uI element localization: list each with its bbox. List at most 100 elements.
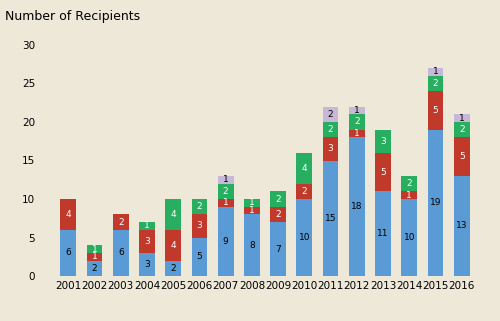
Text: 1: 1 bbox=[92, 252, 98, 261]
Text: 1: 1 bbox=[354, 106, 360, 115]
Bar bbox=[192, 238, 208, 276]
Text: 18: 18 bbox=[351, 202, 362, 211]
Text: 5: 5 bbox=[196, 252, 202, 261]
Text: 3: 3 bbox=[328, 144, 334, 153]
Bar bbox=[322, 122, 338, 137]
Bar bbox=[244, 214, 260, 276]
Bar bbox=[428, 68, 444, 76]
Text: 2: 2 bbox=[276, 195, 281, 204]
Text: 5: 5 bbox=[459, 152, 464, 161]
Bar bbox=[349, 130, 364, 137]
Bar bbox=[296, 184, 312, 199]
Bar bbox=[322, 107, 338, 122]
Bar bbox=[113, 214, 128, 230]
Text: 6: 6 bbox=[118, 248, 124, 257]
Text: 2: 2 bbox=[459, 125, 464, 134]
Bar bbox=[218, 184, 234, 199]
Text: 2: 2 bbox=[276, 210, 281, 219]
Bar bbox=[402, 199, 417, 276]
Text: 1: 1 bbox=[249, 206, 255, 215]
Bar bbox=[113, 230, 128, 276]
Bar bbox=[139, 230, 155, 253]
Text: 7: 7 bbox=[275, 245, 281, 254]
Bar bbox=[349, 114, 364, 130]
Text: 4: 4 bbox=[66, 210, 71, 219]
Text: 1: 1 bbox=[249, 198, 255, 207]
Bar bbox=[270, 191, 286, 207]
Text: 5: 5 bbox=[380, 168, 386, 177]
Text: 3: 3 bbox=[144, 237, 150, 246]
Bar bbox=[428, 130, 444, 276]
Text: 19: 19 bbox=[430, 198, 441, 207]
Bar bbox=[454, 122, 469, 137]
Bar bbox=[166, 230, 181, 261]
Bar bbox=[270, 207, 286, 222]
Text: 2: 2 bbox=[328, 125, 334, 134]
Text: 2: 2 bbox=[223, 187, 228, 196]
Bar bbox=[454, 114, 469, 122]
Text: 2: 2 bbox=[406, 179, 412, 188]
Text: 2: 2 bbox=[118, 218, 124, 227]
Bar bbox=[454, 137, 469, 176]
Bar bbox=[375, 153, 391, 191]
Bar bbox=[402, 176, 417, 191]
Text: 4: 4 bbox=[170, 210, 176, 219]
Bar bbox=[296, 199, 312, 276]
Bar bbox=[218, 199, 234, 207]
Text: 1: 1 bbox=[144, 221, 150, 230]
Bar bbox=[139, 253, 155, 276]
Bar bbox=[428, 76, 444, 91]
Text: 10: 10 bbox=[298, 233, 310, 242]
Text: 3: 3 bbox=[144, 260, 150, 269]
Text: 1: 1 bbox=[459, 114, 464, 123]
Text: 2: 2 bbox=[170, 264, 176, 273]
Bar bbox=[86, 245, 102, 253]
Bar bbox=[270, 222, 286, 276]
Text: 1: 1 bbox=[354, 129, 360, 138]
Text: 1: 1 bbox=[406, 191, 412, 200]
Bar bbox=[375, 130, 391, 153]
Bar bbox=[60, 230, 76, 276]
Text: 2: 2 bbox=[328, 110, 334, 119]
Bar bbox=[139, 222, 155, 230]
Bar bbox=[86, 253, 102, 261]
Bar bbox=[192, 199, 208, 214]
Bar bbox=[244, 199, 260, 207]
Text: 3: 3 bbox=[196, 221, 202, 230]
Bar bbox=[60, 199, 76, 230]
Bar bbox=[166, 199, 181, 230]
Bar bbox=[192, 214, 208, 238]
Text: 2: 2 bbox=[432, 79, 438, 88]
Text: 10: 10 bbox=[404, 233, 415, 242]
Text: 15: 15 bbox=[325, 214, 336, 223]
Bar bbox=[86, 261, 102, 276]
Text: 11: 11 bbox=[378, 229, 389, 238]
Bar bbox=[296, 153, 312, 184]
Text: 2: 2 bbox=[196, 202, 202, 211]
Text: 2: 2 bbox=[92, 264, 98, 273]
Bar bbox=[349, 107, 364, 114]
Text: 5: 5 bbox=[432, 106, 438, 115]
Bar bbox=[375, 191, 391, 276]
Text: Number of Recipients: Number of Recipients bbox=[5, 10, 140, 22]
Text: 6: 6 bbox=[66, 248, 71, 257]
Text: 1: 1 bbox=[223, 175, 228, 184]
Text: 8: 8 bbox=[249, 241, 255, 250]
Text: 4: 4 bbox=[302, 164, 307, 173]
Text: 13: 13 bbox=[456, 221, 468, 230]
Text: 1: 1 bbox=[223, 198, 228, 207]
Bar bbox=[166, 261, 181, 276]
Bar bbox=[322, 160, 338, 276]
Text: 2: 2 bbox=[354, 117, 360, 126]
Text: 9: 9 bbox=[223, 237, 228, 246]
Bar bbox=[244, 207, 260, 214]
Bar bbox=[322, 137, 338, 160]
Bar bbox=[454, 176, 469, 276]
Bar bbox=[349, 137, 364, 276]
Bar bbox=[218, 207, 234, 276]
Bar bbox=[402, 191, 417, 199]
Text: 3: 3 bbox=[380, 137, 386, 146]
Text: 2: 2 bbox=[302, 187, 307, 196]
Bar bbox=[428, 91, 444, 130]
Text: 4: 4 bbox=[170, 241, 176, 250]
